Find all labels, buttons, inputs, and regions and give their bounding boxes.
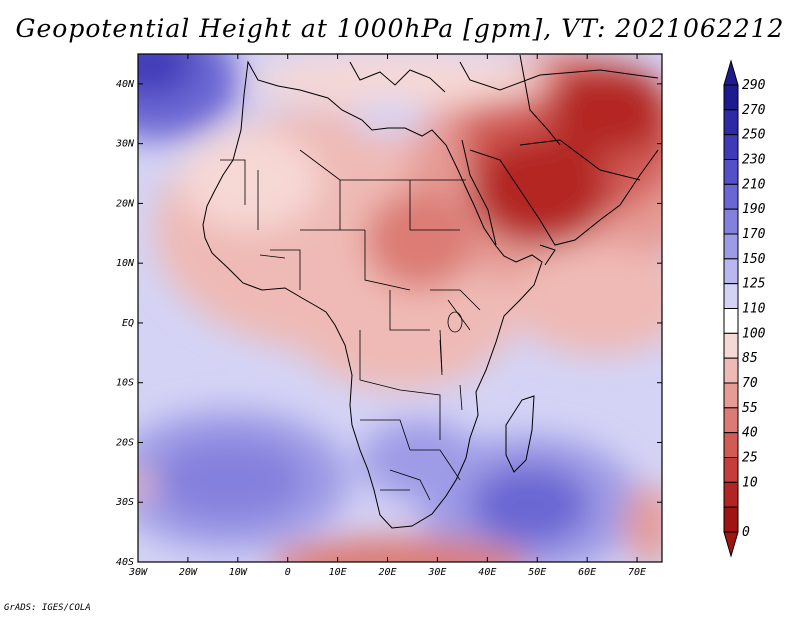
lat-tick-label: 20N (116, 198, 135, 209)
colorbar-swatch (723, 506, 739, 533)
colorbar-label: 125 (742, 277, 766, 292)
colorbar-label: 110 (742, 302, 766, 317)
lat-tick-label: 10N (116, 258, 135, 269)
colorbar-label: 150 (742, 252, 766, 267)
colorbar-swatch (723, 258, 739, 285)
lon-tick-label: 20E (378, 567, 396, 578)
colorbar-label: 290 (742, 78, 766, 93)
lat-tick-label: 30N (115, 139, 135, 150)
colorbar-label: 170 (742, 227, 766, 242)
longitude-axis: 30W 20W 10W 0 10E 20E 30E 40E 50E 60E 70E (128, 54, 646, 578)
colorbar-label: 10 (742, 475, 758, 490)
plot-frame (137, 53, 663, 563)
colorbar-label: 85 (742, 351, 758, 366)
lat-tick-label: 10S (116, 378, 134, 389)
lon-tick-label: 10W (229, 567, 248, 578)
colorbar-label: 190 (742, 202, 766, 217)
lat-tick-label: EQ (122, 318, 134, 329)
coastlines (202, 54, 659, 529)
colorbar-label: 100 (742, 326, 766, 341)
lat-tick-label: 20S (116, 437, 134, 448)
colorbar-swatch (723, 109, 739, 136)
colorbar-swatch (723, 432, 739, 458)
colorbar-label: 55 (742, 401, 758, 416)
colorbar-swatch (723, 84, 739, 111)
latitude-axis: 40N 30N 20N 10N EQ 10S 20S 30S 40S (115, 79, 662, 568)
colorbar-swatch (723, 159, 739, 185)
software-credit: GrADS: IGES/COLA (4, 603, 91, 613)
colorbar-label: 270 (742, 103, 766, 118)
colorbar-label: 210 (742, 177, 766, 192)
map-title: Geopotential Height at 1000hPa [gpm], VT… (15, 14, 785, 43)
lon-tick-label: 10E (329, 567, 347, 578)
lon-tick-label: 50E (528, 567, 546, 578)
colorbar-label: 0 (742, 525, 750, 540)
lon-tick-label: 0 (285, 567, 291, 578)
colorbar-label: 70 (742, 376, 758, 391)
colorbar-swatch (723, 208, 739, 235)
colorbar: 2902702502302101901701501251101008570554… (723, 59, 766, 558)
lon-tick-label: 60E (578, 567, 596, 578)
colorbar-swatch (723, 332, 739, 359)
colorbar-swatch (723, 183, 739, 210)
height-field (138, 54, 662, 562)
colorbar-swatch (723, 382, 739, 409)
colorbar-swatch (723, 481, 739, 508)
colorbar-swatch (723, 308, 739, 334)
colorbar-bottom-arrow (723, 531, 739, 558)
lat-tick-label: 40N (116, 79, 135, 90)
lon-tick-label: 20W (179, 567, 198, 578)
lat-tick-label: 30S (115, 497, 134, 508)
lon-tick-label: 40E (478, 567, 496, 578)
lon-tick-label: 30W (128, 567, 148, 578)
colorbar-swatch (723, 134, 739, 161)
lat-tick-label: 40S (116, 557, 134, 568)
lon-tick-label: 70E (628, 567, 646, 578)
colorbar-top-arrow (723, 59, 739, 86)
country-borders (220, 149, 481, 501)
colorbar-label: 250 (742, 128, 766, 143)
colorbar-swatch (723, 407, 739, 434)
colorbar-swatch (723, 283, 739, 309)
lon-tick-label: 30E (427, 567, 446, 578)
colorbar-label: 40 (742, 426, 758, 441)
colorbar-swatch (723, 457, 739, 483)
colorbar-swatch (723, 233, 739, 260)
colorbar-label: 25 (742, 451, 758, 466)
lakes (439, 311, 463, 411)
colorbar-label: 230 (742, 153, 766, 168)
colorbar-swatch (723, 357, 739, 384)
